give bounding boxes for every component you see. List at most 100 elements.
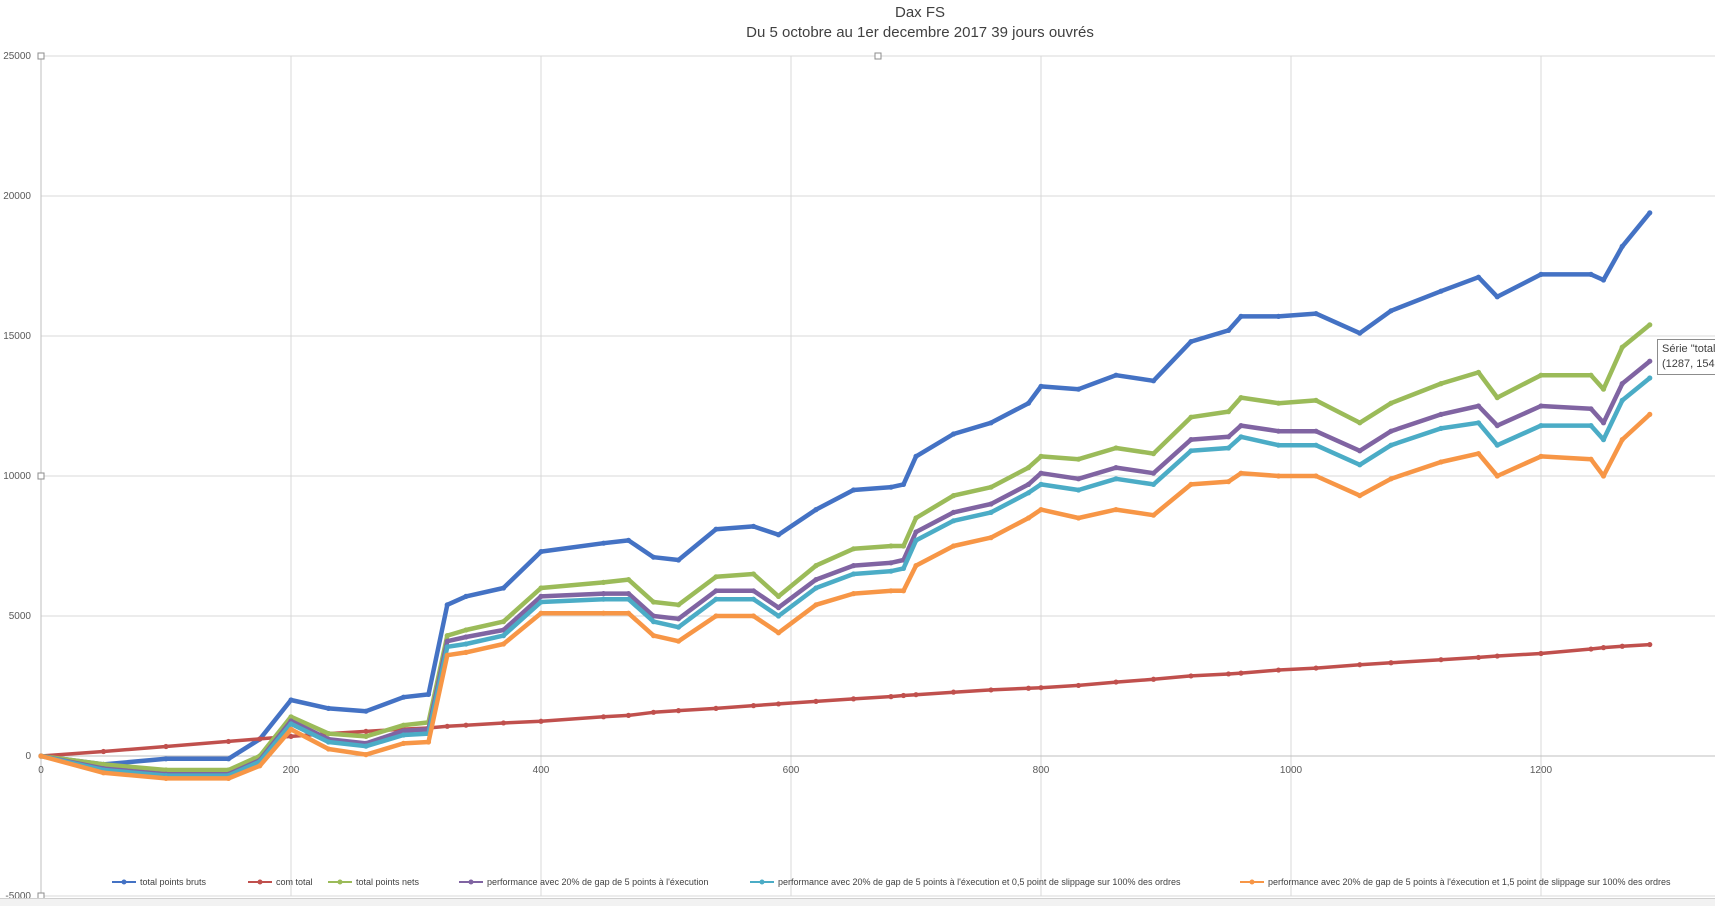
data-point xyxy=(1438,425,1444,431)
data-point xyxy=(625,577,632,583)
data-point xyxy=(500,720,507,726)
data-point xyxy=(988,420,994,426)
data-point xyxy=(463,627,469,633)
data-point xyxy=(1588,646,1594,652)
data-point xyxy=(1225,327,1232,333)
data-point xyxy=(650,613,657,619)
data-point xyxy=(1438,288,1444,294)
data-point xyxy=(1038,507,1044,513)
data-point xyxy=(1113,679,1119,685)
data-point xyxy=(1038,685,1044,691)
data-point xyxy=(675,616,682,622)
data-point xyxy=(1075,515,1082,521)
data-point xyxy=(775,613,782,619)
data-point xyxy=(750,613,757,619)
data-point xyxy=(288,726,294,733)
data-point xyxy=(750,588,757,594)
data-point xyxy=(1475,274,1482,280)
data-point xyxy=(888,568,894,574)
data-point xyxy=(1313,442,1319,448)
data-point xyxy=(775,532,782,538)
data-point xyxy=(1600,386,1607,392)
data-point xyxy=(850,696,857,702)
legend-label: performance avec 20% de gap de 5 points … xyxy=(487,877,708,887)
data-point xyxy=(650,633,657,639)
data-point xyxy=(888,588,894,594)
data-point xyxy=(1038,383,1044,389)
data-point xyxy=(675,602,682,608)
data-point xyxy=(813,563,819,569)
data-point xyxy=(1238,423,1244,429)
data-point xyxy=(1150,470,1157,476)
data-point xyxy=(650,709,657,715)
data-point xyxy=(1238,313,1244,319)
data-point xyxy=(1075,487,1082,493)
data-point xyxy=(163,767,169,773)
data-point xyxy=(775,593,782,600)
data-point xyxy=(900,588,907,594)
data-point xyxy=(538,610,544,616)
data-point xyxy=(1238,434,1244,440)
data-point xyxy=(1438,381,1444,387)
data-point xyxy=(1357,662,1363,668)
selection-handle[interactable] xyxy=(37,472,45,480)
data-point xyxy=(850,546,857,552)
data-point xyxy=(650,599,657,605)
data-point xyxy=(100,761,107,768)
data-point xyxy=(1588,271,1594,277)
data-point xyxy=(1025,400,1032,406)
data-point xyxy=(1150,512,1157,518)
data-point xyxy=(1313,473,1319,479)
data-point xyxy=(713,526,719,532)
data-point xyxy=(538,549,544,555)
data-point xyxy=(1619,397,1625,403)
data-point xyxy=(1238,470,1244,476)
y-tick-label: 25000 xyxy=(3,51,31,62)
data-point xyxy=(257,763,263,769)
data-point xyxy=(1388,428,1394,434)
data-point xyxy=(1025,515,1032,521)
data-point xyxy=(400,740,407,747)
data-point xyxy=(1494,442,1500,448)
data-point xyxy=(1619,243,1625,249)
data-point xyxy=(1275,442,1282,448)
data-point xyxy=(288,721,294,727)
legend-marker-dot xyxy=(121,879,127,885)
data-point xyxy=(538,593,544,600)
data-point xyxy=(1025,481,1032,487)
data-point xyxy=(538,599,544,605)
data-point xyxy=(1275,313,1282,319)
data-point xyxy=(1038,470,1044,476)
data-point xyxy=(950,518,957,524)
data-point xyxy=(600,610,607,616)
data-point xyxy=(500,633,507,639)
data-point xyxy=(775,630,782,636)
data-point xyxy=(1188,673,1194,679)
data-point xyxy=(1538,372,1544,378)
selection-handle[interactable] xyxy=(874,52,882,60)
data-point xyxy=(675,708,682,714)
data-point xyxy=(1494,473,1500,479)
data-point xyxy=(1150,378,1157,384)
data-point xyxy=(425,739,432,745)
data-point xyxy=(1225,445,1232,451)
data-point xyxy=(1588,423,1594,429)
data-point xyxy=(38,753,44,759)
data-point xyxy=(1600,473,1607,479)
data-point xyxy=(500,585,507,591)
data-point xyxy=(625,712,632,719)
data-point xyxy=(1313,665,1319,671)
data-point xyxy=(775,605,782,611)
data-point xyxy=(1225,409,1232,415)
data-point xyxy=(950,509,957,515)
data-point xyxy=(1588,406,1594,412)
series-tooltip: Série "total (1287, 1545 xyxy=(1657,339,1715,375)
data-point xyxy=(913,453,919,459)
data-point xyxy=(1538,271,1544,277)
data-point xyxy=(1188,437,1194,443)
legend-label: performance avec 20% de gap de 5 points … xyxy=(778,877,1181,887)
legend-label: total points nets xyxy=(356,877,420,887)
selection-handle[interactable] xyxy=(37,52,45,60)
data-point xyxy=(600,596,607,602)
